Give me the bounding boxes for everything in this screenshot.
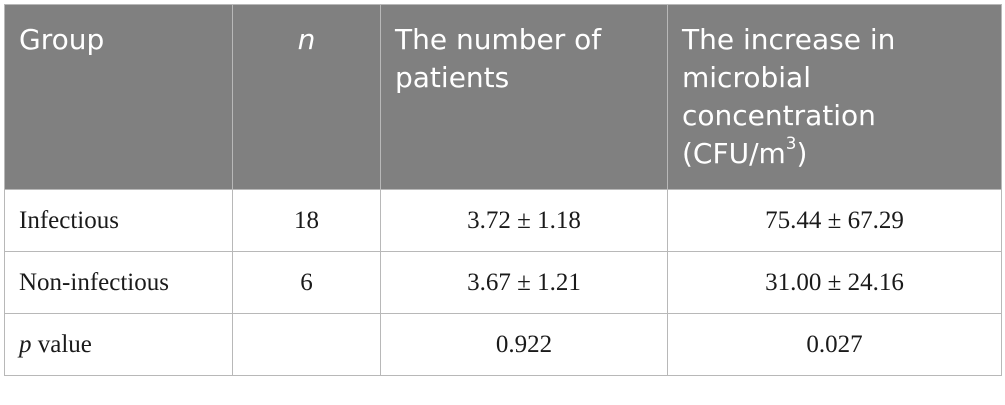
cell-increase: 31.00 ± 24.16 <box>667 251 1002 314</box>
header-group: Group <box>4 4 233 190</box>
cell-patients: 3.67 ± 1.21 <box>380 251 668 314</box>
table-row: Non-infectious 6 3.67 ± 1.21 31.00 ± 24.… <box>4 251 1002 314</box>
header-increase-superscript: 3 <box>785 133 797 154</box>
cell-group: Infectious <box>4 189 233 252</box>
header-row: Group n The number of patients The incre… <box>4 4 1002 190</box>
cell-n: 18 <box>232 189 381 252</box>
header-n: n <box>232 4 381 190</box>
cell-group: Non-infectious <box>4 251 233 314</box>
cell-n: 6 <box>232 251 381 314</box>
header-patients: The number of patients <box>380 4 668 190</box>
results-table: Group n The number of patients The incre… <box>4 4 1002 376</box>
cell-pvalue-label: p value <box>4 313 233 376</box>
table-row: Infectious 18 3.72 ± 1.18 75.44 ± 67.29 <box>4 189 1002 252</box>
header-increase-close: ) <box>796 137 808 170</box>
cell-increase: 0.027 <box>667 313 1002 376</box>
pvalue-label-rest: value <box>31 330 92 358</box>
cell-patients: 0.922 <box>380 313 668 376</box>
cell-n <box>232 313 381 376</box>
cell-increase: 75.44 ± 67.29 <box>667 189 1002 252</box>
header-increase-text: The increase in microbial concentration … <box>682 23 896 170</box>
cell-patients: 3.72 ± 1.18 <box>380 189 668 252</box>
pvalue-p: p <box>19 330 32 358</box>
header-increase: The increase in microbial concentration … <box>667 4 1002 190</box>
pvalue-row: p value 0.922 0.027 <box>4 313 1002 376</box>
